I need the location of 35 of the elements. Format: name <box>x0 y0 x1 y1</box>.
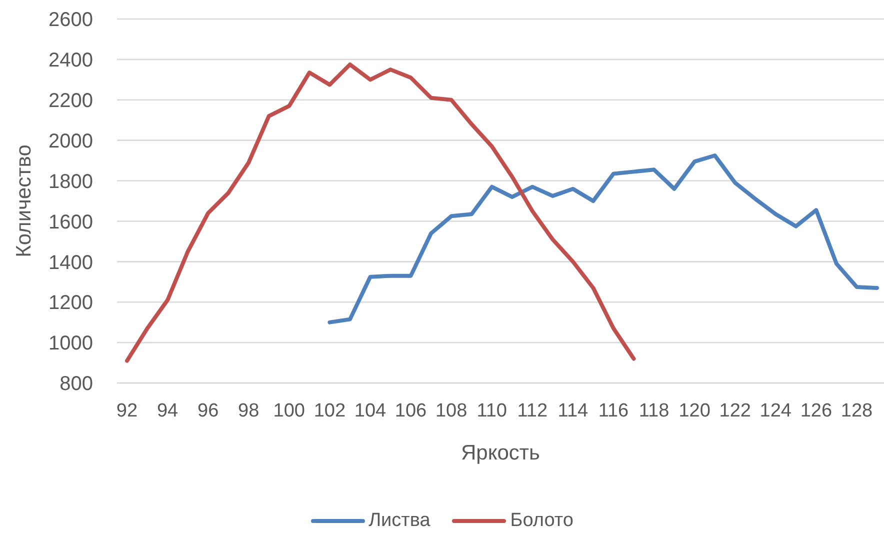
y-tick-label: 2400 <box>48 50 93 72</box>
x-tick-label: 92 <box>116 400 138 422</box>
y-tick-label: 1600 <box>48 211 93 234</box>
line-series <box>125 62 636 363</box>
y-tick-label: 1400 <box>48 252 93 274</box>
x-tick-label: 118 <box>638 400 670 422</box>
x-tick-label: 116 <box>598 400 629 422</box>
x-tick-label: 112 <box>517 400 548 422</box>
y-tick-label: 1800 <box>48 170 93 193</box>
legend-label: Листва <box>368 510 430 532</box>
x-tick-label: 122 <box>719 400 751 422</box>
x-tick-label: 96 <box>198 400 219 422</box>
x-tick-label: 120 <box>678 400 710 422</box>
y-tick-label: 2200 <box>48 90 93 112</box>
y-tick-label: 2600 <box>48 9 93 32</box>
x-tick-label: 124 <box>760 400 792 422</box>
x-tick-label: 110 <box>476 400 508 422</box>
x-tick-label: 102 <box>314 400 346 422</box>
x-axis-title: Яркость <box>460 442 540 464</box>
x-tick-label: 128 <box>840 400 873 422</box>
x-tick-label: 106 <box>394 400 427 422</box>
legend-label: Болото <box>510 510 574 532</box>
x-tick-label: 98 <box>238 400 260 422</box>
y-tick-label: 2000 <box>48 130 93 152</box>
x-tick-label: 114 <box>558 400 589 422</box>
x-tick-label: 108 <box>435 400 468 422</box>
y-axis-title: Количество <box>12 144 36 258</box>
y-tick-label: 800 <box>60 373 93 396</box>
x-tick-label: 100 <box>273 400 306 422</box>
line-series <box>328 154 879 324</box>
x-tick-label: 94 <box>156 400 179 422</box>
x-tick-label: 104 <box>354 400 387 422</box>
y-tick-label: 1000 <box>48 332 93 355</box>
x-tick-label: 126 <box>800 400 832 422</box>
y-tick-label: 1200 <box>48 292 93 314</box>
